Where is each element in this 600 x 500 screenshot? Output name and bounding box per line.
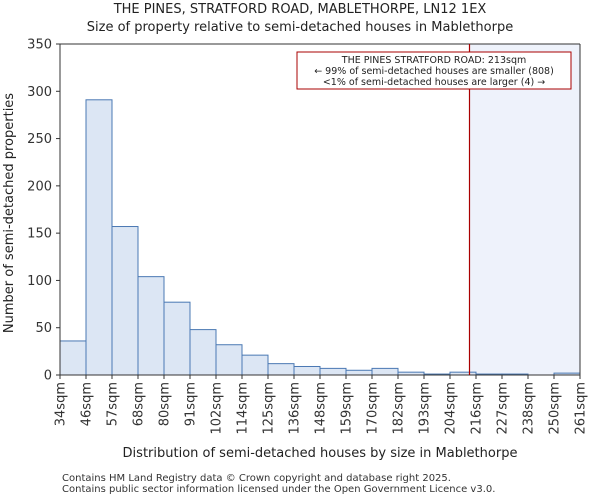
y-tick-label: 200 [27, 179, 52, 194]
y-tick-label: 350 [27, 38, 52, 53]
histogram-bar [137, 276, 165, 376]
x-tick-label: 34sqm [54, 382, 69, 426]
histogram-bar [371, 367, 399, 376]
histogram-bar [293, 365, 321, 376]
x-tick-label: 125sqm [262, 382, 277, 435]
x-tick-label: 136sqm [288, 382, 303, 435]
x-tick-label: 216sqm [470, 382, 485, 435]
y-tick-label: 150 [27, 227, 52, 242]
y-tick-label: 50 [35, 321, 52, 336]
histogram-bar [59, 340, 87, 376]
histogram-bar [345, 369, 373, 376]
annotation-line: ← 99% of semi-detached houses are smalle… [314, 66, 554, 77]
y-axis-label: Number of semi-detached properties [2, 93, 17, 333]
histogram-bar [215, 344, 243, 376]
y-tick-label: 0 [44, 369, 52, 384]
x-tick-label: 148sqm [314, 382, 329, 435]
x-tick-label: 114sqm [236, 382, 251, 435]
histogram-bar [85, 99, 113, 376]
x-tick-label: 68sqm [132, 382, 147, 426]
x-tick-label: 238sqm [522, 382, 537, 435]
x-tick-label: 227sqm [496, 382, 511, 435]
larger-region-highlight [469, 44, 580, 375]
x-tick-label: 250sqm [548, 382, 563, 435]
annotation-box [296, 51, 572, 90]
x-tick-label: 204sqm [444, 382, 459, 435]
annotation-line: THE PINES STRATFORD ROAD: 213sqm [341, 55, 526, 66]
histogram-bar [163, 301, 191, 376]
histogram-bar [241, 354, 269, 376]
footer-licence: Contains public sector information licen… [62, 484, 496, 495]
x-tick-label: 182sqm [392, 382, 407, 435]
histogram-bar [189, 329, 217, 376]
x-tick-label: 102sqm [210, 382, 225, 435]
x-tick-label: 193sqm [418, 382, 433, 435]
histogram-bar [267, 363, 295, 376]
y-tick-label: 250 [27, 132, 52, 147]
y-tick-label: 100 [27, 274, 52, 289]
y-tick-label: 300 [27, 85, 52, 100]
x-tick-label: 46sqm [80, 382, 95, 426]
x-axis-label: Distribution of semi-detached houses by … [123, 446, 518, 461]
annotation-line: <1% of semi-detached houses are larger (… [323, 77, 545, 88]
footer-copyright: Contains HM Land Registry data © Crown c… [62, 473, 451, 484]
histogram-bar [319, 367, 347, 376]
histogram-bar [111, 226, 139, 376]
x-tick-label: 91sqm [184, 382, 199, 426]
x-tick-label: 80sqm [158, 382, 173, 426]
chart-title: THE PINES, STRATFORD ROAD, MABLETHORPE, … [113, 2, 487, 17]
x-tick-label: 57sqm [106, 382, 121, 426]
x-tick-label: 261sqm [574, 382, 589, 435]
x-tick-label: 159sqm [340, 382, 355, 435]
chart-subtitle: Size of property relative to semi-detach… [86, 20, 514, 35]
x-tick-label: 170sqm [366, 382, 381, 435]
